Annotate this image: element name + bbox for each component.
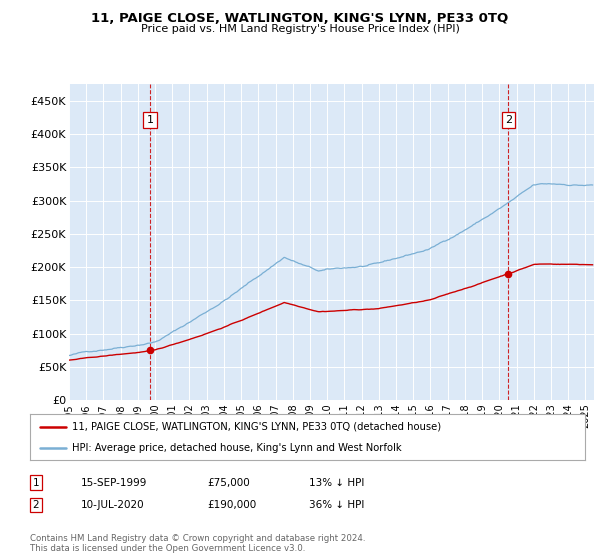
Text: 1: 1 — [32, 478, 40, 488]
Text: 11, PAIGE CLOSE, WATLINGTON, KING'S LYNN, PE33 0TQ (detached house): 11, PAIGE CLOSE, WATLINGTON, KING'S LYNN… — [71, 422, 441, 432]
Text: 2: 2 — [505, 115, 512, 125]
Text: Price paid vs. HM Land Registry's House Price Index (HPI): Price paid vs. HM Land Registry's House … — [140, 24, 460, 34]
Text: £75,000: £75,000 — [207, 478, 250, 488]
Text: 1: 1 — [146, 115, 154, 125]
Text: 10-JUL-2020: 10-JUL-2020 — [81, 500, 145, 510]
Text: 2: 2 — [32, 500, 40, 510]
Text: Contains HM Land Registry data © Crown copyright and database right 2024.
This d: Contains HM Land Registry data © Crown c… — [30, 534, 365, 553]
Text: 11, PAIGE CLOSE, WATLINGTON, KING'S LYNN, PE33 0TQ: 11, PAIGE CLOSE, WATLINGTON, KING'S LYNN… — [91, 12, 509, 25]
Text: 36% ↓ HPI: 36% ↓ HPI — [309, 500, 364, 510]
Text: 15-SEP-1999: 15-SEP-1999 — [81, 478, 148, 488]
Text: HPI: Average price, detached house, King's Lynn and West Norfolk: HPI: Average price, detached house, King… — [71, 443, 401, 453]
Text: 13% ↓ HPI: 13% ↓ HPI — [309, 478, 364, 488]
Text: £190,000: £190,000 — [207, 500, 256, 510]
